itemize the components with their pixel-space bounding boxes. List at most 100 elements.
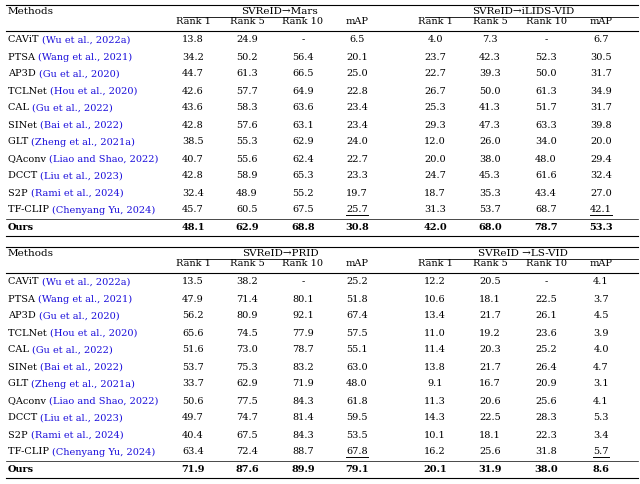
Text: (Bai et al., 2022): (Bai et al., 2022) [40, 363, 123, 372]
Text: 38.2: 38.2 [236, 277, 258, 287]
Text: (Gu et al., 2022): (Gu et al., 2022) [32, 104, 113, 112]
Text: 49.7: 49.7 [182, 413, 204, 423]
Text: (Gu et al., 2020): (Gu et al., 2020) [39, 312, 120, 320]
Text: 18.1: 18.1 [479, 430, 501, 439]
Text: 42.1: 42.1 [590, 206, 612, 214]
Text: 34.9: 34.9 [590, 87, 612, 95]
Text: 38.0: 38.0 [479, 154, 501, 164]
Text: (Liao and Shao, 2022): (Liao and Shao, 2022) [49, 154, 159, 164]
Text: 5.3: 5.3 [593, 413, 609, 423]
Text: CAL: CAL [8, 346, 32, 354]
Text: 56.2: 56.2 [182, 312, 204, 320]
Text: 4.5: 4.5 [593, 312, 609, 320]
Text: 22.8: 22.8 [346, 87, 368, 95]
Text: 42.6: 42.6 [182, 87, 204, 95]
Text: DCCT: DCCT [8, 171, 40, 181]
Text: 51.6: 51.6 [182, 346, 204, 354]
Text: 89.9: 89.9 [291, 465, 315, 473]
Text: 53.3: 53.3 [589, 223, 613, 231]
Text: 16.7: 16.7 [479, 379, 501, 389]
Text: 48.9: 48.9 [236, 188, 258, 197]
Text: 23.6: 23.6 [535, 329, 557, 337]
Text: 33.7: 33.7 [182, 379, 204, 389]
Text: GLT: GLT [8, 379, 31, 389]
Text: (Liu et al., 2023): (Liu et al., 2023) [40, 171, 123, 181]
Text: 24.7: 24.7 [424, 171, 446, 181]
Text: Methods: Methods [8, 7, 54, 16]
Text: Ours: Ours [8, 223, 34, 231]
Text: Rank 1: Rank 1 [175, 259, 211, 268]
Text: 11.0: 11.0 [424, 329, 446, 337]
Text: 43.6: 43.6 [182, 104, 204, 112]
Text: 48.0: 48.0 [346, 379, 368, 389]
Text: 88.7: 88.7 [292, 448, 314, 456]
Text: 19.2: 19.2 [479, 329, 501, 337]
Text: 42.8: 42.8 [182, 121, 204, 130]
Text: 11.3: 11.3 [424, 396, 446, 406]
Text: 18.1: 18.1 [479, 294, 501, 303]
Text: 29.3: 29.3 [424, 121, 446, 130]
Text: -: - [545, 277, 548, 287]
Text: Rank 5: Rank 5 [230, 17, 264, 26]
Text: (Zheng et al., 2021a): (Zheng et al., 2021a) [31, 137, 135, 147]
Text: 57.5: 57.5 [346, 329, 368, 337]
Text: 39.8: 39.8 [590, 121, 612, 130]
Text: 53.7: 53.7 [479, 206, 501, 214]
Text: 50.6: 50.6 [182, 396, 204, 406]
Text: 61.6: 61.6 [535, 171, 557, 181]
Text: 26.1: 26.1 [535, 312, 557, 320]
Text: 3.4: 3.4 [593, 430, 609, 439]
Text: 61.3: 61.3 [535, 87, 557, 95]
Text: DCCT: DCCT [8, 413, 40, 423]
Text: 67.5: 67.5 [236, 430, 258, 439]
Text: 52.3: 52.3 [535, 52, 557, 61]
Text: 25.6: 25.6 [535, 396, 557, 406]
Text: 80.1: 80.1 [292, 294, 314, 303]
Text: Rank 5: Rank 5 [472, 17, 508, 26]
Text: 25.2: 25.2 [535, 346, 557, 354]
Text: 55.1: 55.1 [346, 346, 368, 354]
Text: 23.7: 23.7 [424, 52, 446, 61]
Text: 13.8: 13.8 [182, 35, 204, 45]
Text: 67.4: 67.4 [346, 312, 368, 320]
Text: 4.0: 4.0 [428, 35, 443, 45]
Text: 38.5: 38.5 [182, 137, 204, 147]
Text: 38.0: 38.0 [534, 465, 558, 473]
Text: CAViT: CAViT [8, 35, 42, 45]
Text: mAP: mAP [589, 259, 612, 268]
Text: 22.7: 22.7 [424, 70, 446, 78]
Text: 80.9: 80.9 [236, 312, 258, 320]
Text: 21.7: 21.7 [479, 363, 501, 372]
Text: (Hou et al., 2020): (Hou et al., 2020) [50, 329, 137, 337]
Text: 78.7: 78.7 [292, 346, 314, 354]
Text: 61.3: 61.3 [236, 70, 258, 78]
Text: 3.1: 3.1 [593, 379, 609, 389]
Text: 62.9: 62.9 [236, 379, 258, 389]
Text: 61.8: 61.8 [346, 396, 368, 406]
Text: 77.9: 77.9 [292, 329, 314, 337]
Text: 50.0: 50.0 [479, 87, 500, 95]
Text: 25.7: 25.7 [346, 206, 368, 214]
Text: 20.9: 20.9 [535, 379, 557, 389]
Text: 31.3: 31.3 [424, 206, 446, 214]
Text: (Wang et al., 2021): (Wang et al., 2021) [38, 52, 132, 61]
Text: 14.3: 14.3 [424, 413, 446, 423]
Text: 68.8: 68.8 [291, 223, 315, 231]
Text: (Rami et al., 2024): (Rami et al., 2024) [31, 188, 124, 197]
Text: 57.6: 57.6 [236, 121, 258, 130]
Text: SVReID→iLIDS-VID: SVReID→iLIDS-VID [472, 7, 574, 16]
Text: 26.0: 26.0 [479, 137, 501, 147]
Text: 20.6: 20.6 [479, 396, 501, 406]
Text: -: - [301, 35, 305, 45]
Text: 41.3: 41.3 [479, 104, 501, 112]
Text: AP3D: AP3D [8, 70, 39, 78]
Text: 20.1: 20.1 [346, 52, 368, 61]
Text: 28.3: 28.3 [535, 413, 557, 423]
Text: Rank 10: Rank 10 [282, 259, 323, 268]
Text: SINet: SINet [8, 121, 40, 130]
Text: 42.0: 42.0 [423, 223, 447, 231]
Text: 63.6: 63.6 [292, 104, 314, 112]
Text: 58.9: 58.9 [236, 171, 258, 181]
Text: TF-CLIP: TF-CLIP [8, 206, 52, 214]
Text: AP3D: AP3D [8, 312, 39, 320]
